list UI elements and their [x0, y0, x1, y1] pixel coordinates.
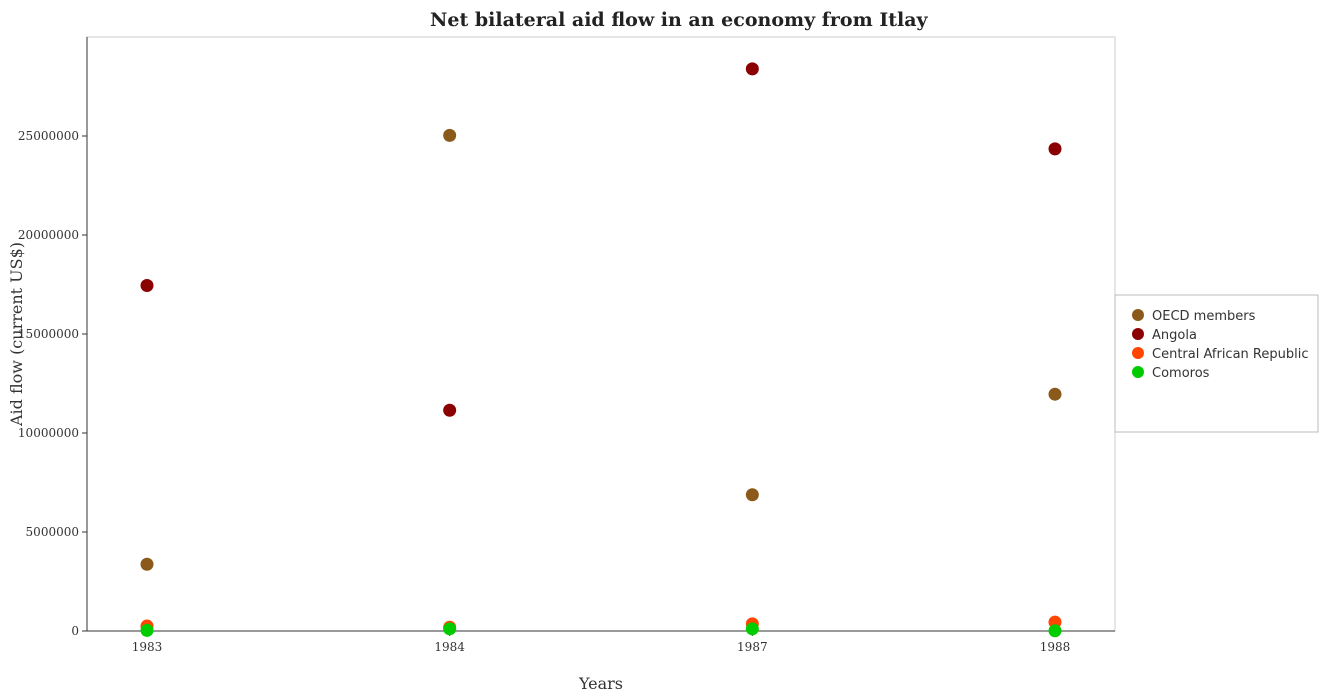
legend: OECD members Angola Central African Republ… [1114, 294, 1319, 433]
point-comoros [745, 622, 759, 636]
point-comoros [140, 623, 154, 637]
point-oecd-members [1048, 387, 1062, 401]
point-oecd-members [745, 488, 759, 502]
point-comoros [1048, 624, 1062, 638]
x-tick-label: 1983 [132, 640, 163, 654]
y-tick-label: 10000000 [18, 426, 79, 440]
plot-area [86, 36, 1116, 632]
x-tick-label: 1984 [434, 640, 465, 654]
point-oecd-members [140, 557, 154, 571]
plot-frame [86, 36, 1116, 632]
y-ticks: 0 5000000 10000000 15000000 20000000 25000000 [18, 129, 87, 638]
y-tick-label: 25000000 [18, 129, 79, 143]
legend-marker-comoros [1132, 366, 1144, 378]
y-tick-label: 15000000 [18, 327, 79, 341]
point-angola [1048, 142, 1062, 156]
legend-marker-angola [1132, 328, 1144, 340]
legend-label-oecd-members: OECD members [1152, 309, 1256, 324]
x-tick-label: 1988 [1040, 640, 1071, 654]
point-oecd-members [443, 128, 457, 142]
legend-label-central-african-republic: Central African Republic [1152, 347, 1308, 362]
x-axis-title: Years [578, 674, 623, 693]
chart-title: Net bilateral aid flow in an economy fro… [430, 9, 929, 31]
legend-marker-oecd-members [1132, 309, 1144, 321]
y-axis-title: Aid flow (current US$) [7, 242, 26, 427]
legend-marker-central-african-republic [1132, 347, 1144, 359]
y-tick-label: 5000000 [26, 525, 79, 539]
point-angola [140, 278, 154, 292]
legend-box [1114, 294, 1319, 433]
data-points [140, 62, 1062, 638]
legend-label-comoros: Comoros [1152, 366, 1210, 381]
x-tick-label: 1987 [737, 640, 768, 654]
x-ticks: 1983 1984 1987 1988 [132, 631, 1071, 654]
y-tick-label: 0 [71, 624, 79, 638]
point-angola [443, 403, 457, 417]
point-comoros [443, 622, 457, 636]
point-angola [745, 62, 759, 76]
y-tick-label: 20000000 [18, 228, 79, 242]
legend-label-angola: Angola [1152, 328, 1197, 343]
